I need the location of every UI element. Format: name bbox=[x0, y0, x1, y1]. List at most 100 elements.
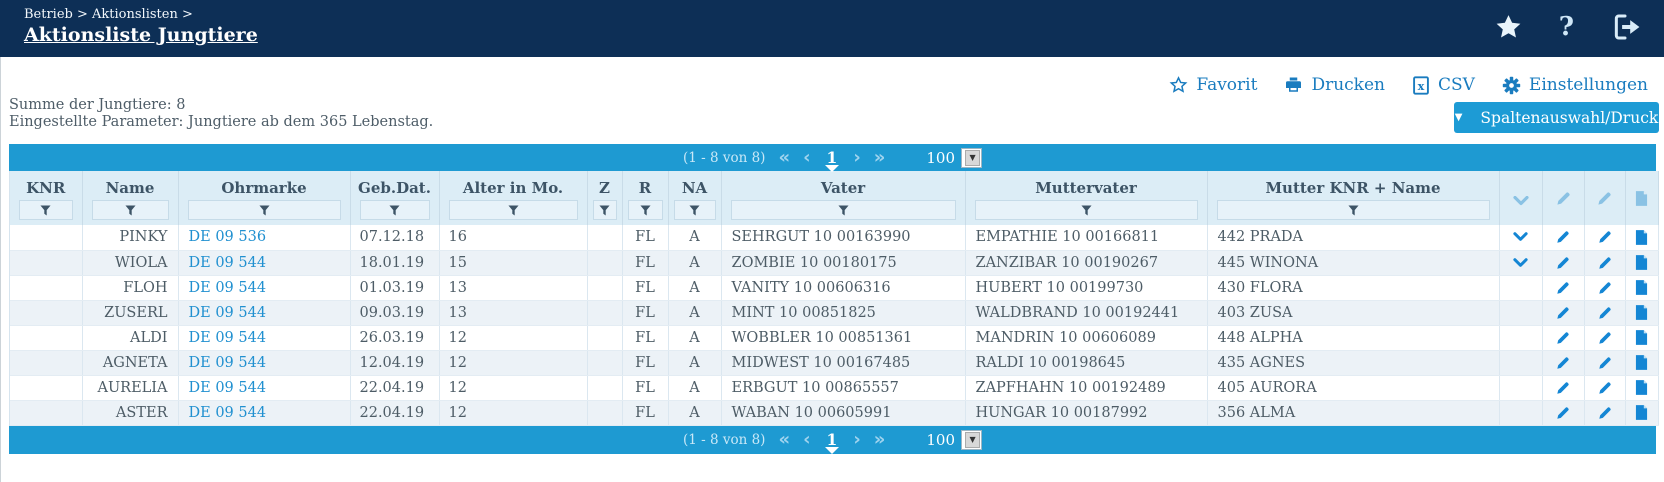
page-size-select[interactable]: ▼ bbox=[961, 429, 983, 450]
column-header-gebdat[interactable]: Geb.Dat. bbox=[350, 171, 440, 200]
document-row-button[interactable] bbox=[1635, 255, 1648, 270]
logout-icon[interactable] bbox=[1610, 13, 1640, 41]
column-header-muttervater[interactable]: Muttervater bbox=[965, 171, 1208, 200]
filter-gebdat[interactable] bbox=[359, 200, 430, 220]
gear-icon bbox=[1502, 76, 1521, 95]
cell-r: FL bbox=[622, 275, 669, 301]
funnel-icon bbox=[124, 204, 136, 216]
column-header-na[interactable]: NA bbox=[668, 171, 722, 200]
edit-row-button-2[interactable] bbox=[1598, 256, 1612, 270]
column-header-knr[interactable]: KNR bbox=[10, 171, 83, 200]
summary-section: Summe der Jungtiere: 8 Eingestellte Para… bbox=[1, 97, 1664, 144]
breadcrumb[interactable]: Betrieb > Aktionslisten > bbox=[24, 7, 193, 22]
edit-row-button[interactable] bbox=[1556, 230, 1570, 244]
edit-row-button[interactable] bbox=[1556, 331, 1570, 345]
ohrmarke-link[interactable]: DE 09 544 bbox=[188, 279, 267, 296]
filter-alter[interactable] bbox=[448, 200, 578, 220]
cell-ohrmarke: DE 09 544 bbox=[178, 300, 351, 326]
help-icon[interactable]: ? bbox=[1558, 12, 1574, 42]
document-row-button[interactable] bbox=[1635, 280, 1648, 295]
drucken-button[interactable]: Drucken bbox=[1284, 75, 1385, 95]
edit2-column-header-icon bbox=[1584, 171, 1626, 225]
column-header-ohrmarke[interactable]: Ohrmarke bbox=[178, 171, 351, 200]
first-page-button[interactable]: « bbox=[778, 428, 791, 450]
ohrmarke-link[interactable]: DE 09 544 bbox=[188, 379, 267, 396]
filter-muttervater[interactable] bbox=[974, 200, 1198, 220]
edit-row-button-2[interactable] bbox=[1598, 306, 1612, 320]
page-size-select[interactable]: ▼ bbox=[961, 147, 983, 168]
edit-row-button-2[interactable] bbox=[1598, 281, 1612, 295]
first-page-button[interactable]: « bbox=[778, 146, 791, 168]
filter-cell-name bbox=[82, 200, 179, 225]
cell-muttervater: HUBERT 10 00199730 bbox=[965, 275, 1208, 301]
column-header-vater[interactable]: Vater bbox=[721, 171, 966, 200]
edit-row-button-2[interactable] bbox=[1598, 356, 1612, 370]
ohrmarke-link[interactable]: DE 09 536 bbox=[188, 229, 267, 246]
ohrmarke-link[interactable]: DE 09 544 bbox=[188, 354, 267, 371]
edit-row-button[interactable] bbox=[1556, 281, 1570, 295]
ohrmarke-link[interactable]: DE 09 544 bbox=[188, 304, 267, 321]
expand-row-button[interactable] bbox=[1513, 232, 1528, 242]
funnel-icon bbox=[689, 204, 700, 216]
ohrmarke-link[interactable]: DE 09 544 bbox=[188, 404, 267, 421]
last-page-button[interactable]: » bbox=[873, 428, 886, 450]
document-row-button[interactable] bbox=[1635, 355, 1648, 370]
filter-name[interactable] bbox=[91, 200, 169, 220]
next-page-button[interactable]: › bbox=[853, 146, 861, 168]
column-header-name[interactable]: Name bbox=[82, 171, 179, 200]
previous-page-button[interactable]: ‹ bbox=[803, 428, 811, 450]
cell-alter: 15 bbox=[439, 250, 588, 276]
edit-row-button[interactable] bbox=[1556, 356, 1570, 370]
filter-cell-na bbox=[668, 200, 722, 225]
edit-row-button[interactable] bbox=[1556, 256, 1570, 270]
funnel-icon bbox=[1080, 204, 1092, 216]
ohrmarke-link[interactable]: DE 09 544 bbox=[188, 329, 267, 346]
edit-row-button-2[interactable] bbox=[1598, 381, 1612, 395]
current-page[interactable]: 1 bbox=[824, 148, 841, 167]
einstellungen-button[interactable]: Einstellungen bbox=[1502, 75, 1648, 95]
previous-page-button[interactable]: ‹ bbox=[803, 146, 811, 168]
cell-knr bbox=[10, 225, 83, 251]
edit-row-button[interactable] bbox=[1556, 406, 1570, 420]
table-row: PINKY DE 09 536 07.12.18 16 FL A SEHRGUT… bbox=[10, 225, 1659, 251]
column-header-z[interactable]: Z bbox=[587, 171, 623, 200]
filter-r[interactable] bbox=[627, 200, 663, 220]
filter-ohrmarke[interactable] bbox=[187, 200, 341, 220]
filter-na[interactable] bbox=[673, 200, 716, 220]
document-row-button[interactable] bbox=[1635, 330, 1648, 345]
csv-button[interactable]: x CSV bbox=[1412, 75, 1475, 95]
edit-row-button[interactable] bbox=[1556, 381, 1570, 395]
column-header-alter[interactable]: Alter in Mo. bbox=[439, 171, 588, 200]
edit-row-button-2[interactable] bbox=[1598, 406, 1612, 420]
document-column-header-icon bbox=[1625, 171, 1659, 225]
cell-mutter: 442 PRADA bbox=[1207, 225, 1500, 251]
current-page[interactable]: 1 bbox=[824, 430, 841, 449]
edit-row-button-2[interactable] bbox=[1598, 230, 1612, 244]
edit-row-button[interactable] bbox=[1556, 306, 1570, 320]
cell-mutter: 445 WINONA bbox=[1207, 250, 1500, 276]
column-header-mutter[interactable]: Mutter KNR + Name bbox=[1207, 171, 1500, 200]
cell-alter: 12 bbox=[439, 400, 588, 426]
filter-knr[interactable] bbox=[19, 200, 73, 220]
cell-vater: ZOMBIE 10 00180175 bbox=[721, 250, 966, 276]
next-page-button[interactable]: › bbox=[853, 428, 861, 450]
document-row-button[interactable] bbox=[1635, 229, 1648, 245]
document-row-button[interactable] bbox=[1635, 405, 1648, 420]
filter-cell-alter bbox=[439, 200, 588, 225]
filter-z[interactable] bbox=[592, 200, 617, 220]
cell-document bbox=[1625, 350, 1659, 376]
cell-mutter: 356 ALMA bbox=[1207, 400, 1500, 426]
favorite-star-icon[interactable] bbox=[1494, 13, 1523, 41]
cell-expand bbox=[1499, 225, 1543, 251]
spaltenauswahl-druck-button[interactable]: ▼ Spaltenauswahl/Druck bbox=[1454, 102, 1659, 133]
filter-vater[interactable] bbox=[730, 200, 956, 220]
last-page-button[interactable]: » bbox=[873, 146, 886, 168]
filter-mutter[interactable] bbox=[1216, 200, 1490, 220]
expand-row-button[interactable] bbox=[1513, 257, 1528, 268]
column-header-r[interactable]: R bbox=[622, 171, 669, 200]
favorit-button[interactable]: Favorit bbox=[1169, 75, 1257, 95]
ohrmarke-link[interactable]: DE 09 544 bbox=[188, 254, 267, 271]
document-row-button[interactable] bbox=[1635, 380, 1648, 395]
document-row-button[interactable] bbox=[1635, 305, 1648, 320]
edit-row-button-2[interactable] bbox=[1598, 331, 1612, 345]
